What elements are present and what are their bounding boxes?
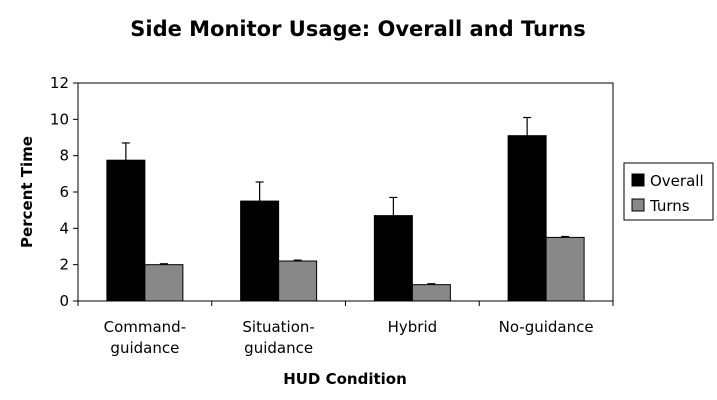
bar-overall <box>507 135 547 302</box>
y-tick-label: 2 <box>59 256 69 274</box>
bars <box>106 116 585 302</box>
x-tick-label: Situation- <box>242 318 314 336</box>
bar-turns <box>144 264 184 302</box>
legend-label-overall: Overall <box>650 172 704 190</box>
y-tick-label: 12 <box>50 74 69 92</box>
legend-swatch-overall <box>631 173 645 187</box>
legend: Overall Turns <box>623 162 714 221</box>
x-tick-label: Hybrid <box>388 318 438 336</box>
y-tick-label: 10 <box>50 110 69 128</box>
bar-turns <box>411 284 451 302</box>
x-tick-label: guidance <box>244 339 313 357</box>
bar-overall <box>240 200 280 302</box>
y-tick-label: 4 <box>59 219 69 237</box>
bar-turns <box>278 260 318 302</box>
x-axis: Command-guidance Situation-guidance Hybrid… <box>77 301 614 357</box>
bar-overall <box>373 215 413 302</box>
x-tick-label: guidance <box>110 339 179 357</box>
x-axis-label: HUD Condition <box>283 370 407 388</box>
x-tick-label: Command- <box>104 318 187 336</box>
legend-swatch-turns <box>631 198 645 212</box>
bar-turns <box>545 236 585 302</box>
bar-overall <box>106 159 146 302</box>
y-axis-label: Percent Time <box>18 136 36 248</box>
y-tick-label: 8 <box>59 147 69 165</box>
legend-label-turns: Turns <box>649 197 690 215</box>
x-tick-label: No-guidance <box>499 318 594 336</box>
chart-title: Side Monitor Usage: Overall and Turns <box>130 17 585 41</box>
y-axis: 0 2 4 6 8 10 12 <box>50 74 78 310</box>
y-tick-label: 0 <box>59 292 69 310</box>
y-tick-label: 6 <box>59 183 69 201</box>
